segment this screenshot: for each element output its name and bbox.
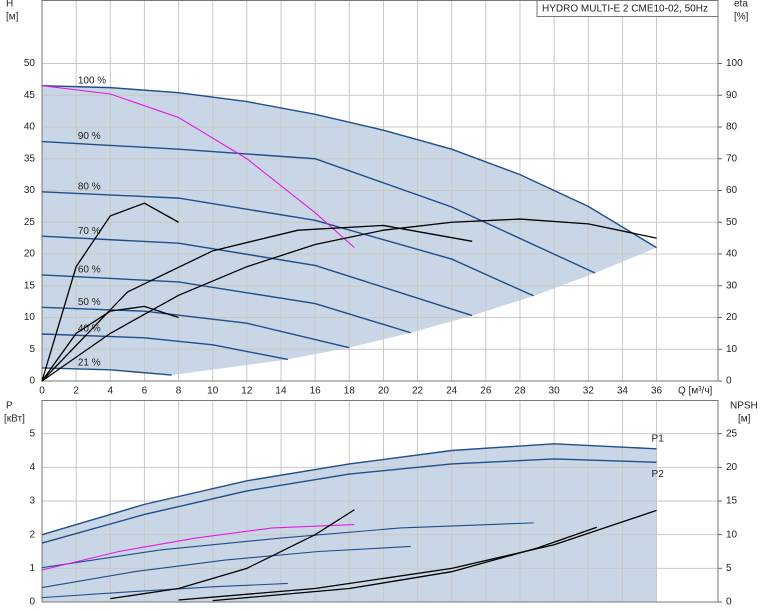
- y2-tick-label: 10: [726, 344, 738, 355]
- curve-label: 100 %: [78, 75, 106, 86]
- y-axis-label: H: [6, 0, 13, 10]
- y-tick-label: 50: [24, 58, 36, 69]
- x-axis-label: Q [м³/ч]: [678, 386, 713, 397]
- y-tick-label: 20: [24, 249, 36, 260]
- curve: [41, 140, 596, 274]
- curve-label: 70 %: [78, 226, 101, 237]
- y2-tick-label: 25: [726, 428, 738, 439]
- title-box: [536, 0, 719, 17]
- y-tick-label: 0: [29, 376, 35, 387]
- x-tick-label: 22: [412, 386, 424, 397]
- y2-tick-label: 30: [726, 280, 738, 291]
- curve-label: 40 %: [78, 324, 101, 335]
- curve: [41, 305, 179, 382]
- y2-tick-label: 20: [726, 462, 738, 473]
- y2-tick-label: 10: [726, 529, 738, 540]
- y-axis-unit: [кВт]: [4, 414, 25, 425]
- y-tick-label: 5: [29, 344, 35, 355]
- y-tick-label: 0: [29, 597, 35, 608]
- curve: [212, 526, 598, 602]
- y-tick-label: 30: [24, 185, 36, 196]
- y-tick-label: 10: [24, 312, 36, 323]
- curve: [41, 85, 657, 249]
- y2-tick-label: 70: [726, 153, 738, 164]
- y-tick-label: 4: [29, 462, 35, 473]
- y-tick-label: 25: [24, 217, 36, 228]
- x-tick-label: 26: [480, 386, 492, 397]
- x-tick-label: 28: [514, 386, 526, 397]
- x-tick-label: 4: [108, 386, 114, 397]
- y2-axis-unit: [м]: [738, 414, 751, 425]
- x-tick-label: 30: [549, 386, 561, 397]
- y-tick-label: 5: [29, 428, 35, 439]
- y-tick-label: 45: [24, 90, 36, 101]
- curve: [41, 274, 411, 334]
- y-tick-label: 35: [24, 153, 36, 164]
- curve: [41, 191, 534, 297]
- y-tick-label: 40: [24, 122, 36, 133]
- y2-tick-label: 0: [726, 376, 732, 387]
- curve-label: 21 %: [78, 358, 101, 369]
- x-tick-label: 18: [344, 386, 356, 397]
- curve-label: 80 %: [78, 181, 101, 192]
- y2-tick-label: 90: [726, 90, 738, 101]
- y-axis-label: P: [6, 401, 13, 412]
- y2-tick-label: 15: [726, 496, 738, 507]
- y2-tick-label: 40: [726, 249, 738, 260]
- y-tick-label: 3: [29, 496, 35, 507]
- curve: [41, 524, 355, 571]
- x-tick-label: 14: [275, 386, 287, 397]
- x-tick-label: 32: [583, 386, 595, 397]
- x-tick-label: 8: [176, 386, 182, 397]
- y2-axis-label: eta: [734, 0, 748, 10]
- x-tick-label: 34: [617, 386, 629, 397]
- chart-title: HYDRO MULTI-E 2 CME10-02, 50Hz: [542, 4, 708, 15]
- curve: [41, 235, 473, 317]
- curve: [178, 509, 657, 601]
- curve-label: 60 %: [78, 265, 101, 276]
- y2-tick-label: 5: [726, 563, 732, 574]
- curve: [41, 443, 657, 536]
- curve: [41, 224, 473, 382]
- curve-label: 90 %: [78, 131, 101, 142]
- curve-label: P2: [652, 469, 665, 480]
- curve: [41, 522, 534, 569]
- x-tick-label: 36: [651, 386, 663, 397]
- x-tick-label: 0: [39, 386, 45, 397]
- x-tick-label: 12: [241, 386, 253, 397]
- curve-label: 50 %: [78, 297, 101, 308]
- curve: [41, 458, 657, 544]
- y2-tick-label: 60: [726, 185, 738, 196]
- y2-axis-unit: [%]: [734, 12, 749, 23]
- curve: [110, 509, 355, 600]
- x-tick-label: 20: [378, 386, 390, 397]
- y2-axis-label: NPSH: [730, 401, 758, 412]
- x-tick-label: 16: [310, 386, 322, 397]
- curve: [41, 202, 179, 382]
- plot-frame: [41, 0, 719, 382]
- x-tick-label: 10: [207, 386, 219, 397]
- curve: [41, 367, 172, 376]
- x-tick-label: 24: [446, 386, 458, 397]
- curve: [41, 218, 657, 382]
- curve: [41, 545, 411, 589]
- curve: [41, 85, 355, 249]
- x-tick-label: 2: [73, 386, 79, 397]
- curve-label: P1: [652, 433, 665, 444]
- y-tick-label: 1: [29, 563, 35, 574]
- y2-tick-label: 80: [726, 122, 738, 133]
- curve: [41, 306, 350, 349]
- y2-tick-label: 20: [726, 312, 738, 323]
- y-tick-label: 15: [24, 280, 36, 291]
- curve: [41, 333, 288, 361]
- y2-tick-label: 0: [726, 597, 732, 608]
- y-axis-unit: [м]: [6, 12, 19, 23]
- y-tick-label: 2: [29, 529, 35, 540]
- plot-frame: [41, 400, 719, 603]
- y2-tick-label: 50: [726, 217, 738, 228]
- y2-tick-label: 100: [726, 58, 743, 69]
- x-tick-label: 6: [142, 386, 148, 397]
